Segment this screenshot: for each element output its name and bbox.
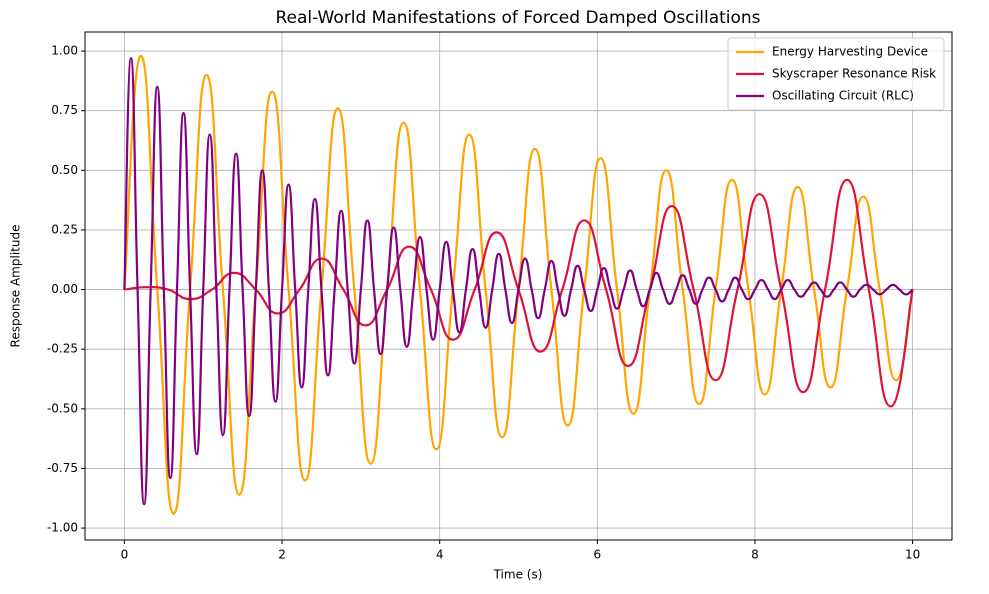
y-tick-label: 0.00 (51, 282, 78, 296)
legend: Energy Harvesting Device Skyscraper Reson… (727, 37, 945, 111)
x-axis-label: Time (s) (493, 568, 543, 582)
legend-label: Skyscraper Resonance Risk (772, 67, 936, 81)
x-tick-label: 8 (751, 548, 759, 562)
y-tick-label: -0.25 (47, 342, 78, 356)
series-line (124, 178, 914, 408)
y-tick-label: -0.50 (47, 401, 78, 415)
x-tick-label: 10 (905, 548, 920, 562)
x-tick-label: 4 (436, 548, 444, 562)
chart-title: Real-World Manifestations of Forced Damp… (275, 8, 760, 28)
axes-frame (84, 31, 953, 541)
legend-label: Energy Harvesting Device (772, 45, 928, 59)
y-tick-label: 0.50 (51, 163, 78, 177)
y-axis-label: Response Amplitude (9, 225, 23, 348)
series-line (123, 54, 914, 515)
y-tick-label: 0.25 (51, 222, 78, 236)
y-tick-label: -1.00 (47, 521, 78, 535)
y-tick-label: -0.75 (47, 461, 78, 475)
x-tick-label: 2 (278, 548, 286, 562)
legend-label: Oscillating Circuit (RLC) (772, 89, 914, 103)
y-tick-label: 0.75 (51, 103, 78, 117)
x-tick-label: 0 (121, 548, 129, 562)
legend-box (727, 37, 945, 111)
series-line (123, 57, 914, 506)
x-tick-label: 6 (593, 548, 601, 562)
y-tick-label: 1.00 (51, 44, 78, 58)
